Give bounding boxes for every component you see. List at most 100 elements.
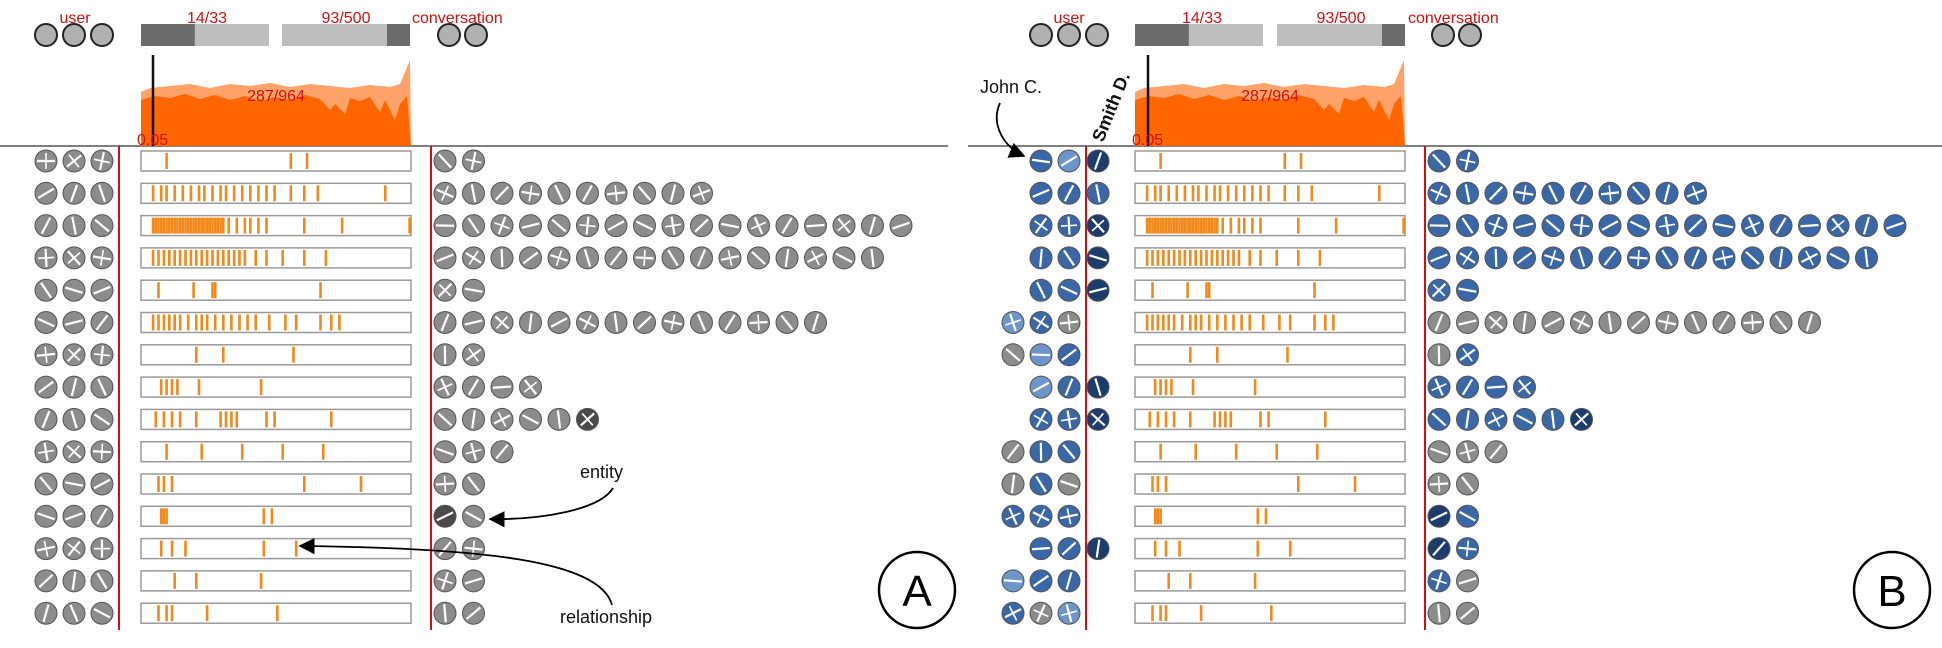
- user-node[interactable]: [35, 182, 57, 204]
- entity-node[interactable]: [1514, 408, 1536, 430]
- timeline-bar[interactable]: [1135, 506, 1405, 526]
- user-node[interactable]: [91, 538, 113, 560]
- entity-node[interactable]: [1457, 441, 1479, 463]
- entity-node[interactable]: [1485, 312, 1507, 334]
- user-node[interactable]: [1058, 215, 1080, 237]
- user-node[interactable]: [1030, 247, 1052, 269]
- entity-node[interactable]: [1514, 376, 1536, 398]
- relationship-row[interactable]: [1030, 538, 1479, 560]
- entity-node[interactable]: [1799, 215, 1821, 237]
- relationship-row[interactable]: [1030, 182, 1707, 204]
- entity-node[interactable]: [605, 215, 627, 237]
- user-node[interactable]: [1058, 570, 1080, 592]
- entity-node[interactable]: [434, 376, 456, 398]
- relationship-row[interactable]: [35, 441, 513, 463]
- entity-node[interactable]: [1457, 570, 1479, 592]
- entity-node[interactable]: [1457, 344, 1479, 366]
- user-node[interactable]: [1087, 215, 1109, 237]
- timeline-bar[interactable]: [141, 409, 411, 429]
- relationship-row[interactable]: [35, 344, 485, 366]
- user-node[interactable]: [91, 408, 113, 430]
- entity-node[interactable]: [1428, 150, 1450, 172]
- entity-node[interactable]: [1542, 215, 1564, 237]
- user-node[interactable]: [63, 441, 85, 463]
- entity-node[interactable]: [662, 215, 684, 237]
- entity-node[interactable]: [463, 182, 485, 204]
- entity-node[interactable]: [1628, 312, 1650, 334]
- entity-node[interactable]: [1571, 215, 1593, 237]
- entity-node[interactable]: [1856, 215, 1878, 237]
- entity-node[interactable]: [1884, 215, 1906, 237]
- entity-node[interactable]: [691, 182, 713, 204]
- entity-node[interactable]: [1770, 247, 1792, 269]
- entity-node[interactable]: [862, 215, 884, 237]
- user-node[interactable]: [35, 247, 57, 269]
- relationship-row[interactable]: [35, 376, 542, 398]
- entity-node[interactable]: [434, 538, 456, 560]
- timeline-bar[interactable]: [1135, 442, 1405, 462]
- entity-node[interactable]: [1571, 312, 1593, 334]
- user-node[interactable]: [63, 215, 85, 237]
- user-node[interactable]: [1058, 247, 1080, 269]
- entity-node[interactable]: [1428, 570, 1450, 592]
- entity-node[interactable]: [662, 312, 684, 334]
- entity-node[interactable]: [491, 247, 513, 269]
- entity-node[interactable]: [548, 408, 570, 430]
- user-node[interactable]: [63, 473, 85, 495]
- relationship-row[interactable]: [1030, 150, 1479, 172]
- entity-node[interactable]: [1685, 247, 1707, 269]
- entity-node[interactable]: [520, 408, 542, 430]
- entity-node[interactable]: [1457, 247, 1479, 269]
- entity-node[interactable]: [1713, 247, 1735, 269]
- entity-node[interactable]: [1457, 279, 1479, 301]
- entity-node[interactable]: [577, 215, 599, 237]
- user-node[interactable]: [1087, 247, 1109, 269]
- entity-node[interactable]: [1485, 215, 1507, 237]
- entity-node[interactable]: [1428, 376, 1450, 398]
- entity-node[interactable]: [833, 247, 855, 269]
- timeline-bar[interactable]: [1135, 377, 1405, 397]
- conversation-header-node[interactable]: [1432, 24, 1454, 46]
- conversation-header-node[interactable]: [465, 24, 487, 46]
- entity-node[interactable]: [520, 312, 542, 334]
- user-node[interactable]: [63, 408, 85, 430]
- relationship-row[interactable]: [35, 473, 485, 495]
- entity-node[interactable]: [1514, 182, 1536, 204]
- entity-node[interactable]: [1428, 441, 1450, 463]
- user-node[interactable]: [1058, 505, 1080, 527]
- user-node[interactable]: [91, 279, 113, 301]
- user-node[interactable]: [91, 247, 113, 269]
- entity-node[interactable]: [434, 441, 456, 463]
- entity-node[interactable]: [463, 408, 485, 430]
- entity-node[interactable]: [463, 344, 485, 366]
- timeline-bar[interactable]: [1135, 248, 1405, 268]
- entity-node[interactable]: [463, 602, 485, 624]
- entity-node[interactable]: [605, 247, 627, 269]
- entity-node[interactable]: [1457, 538, 1479, 560]
- entity-node[interactable]: [463, 570, 485, 592]
- entity-node[interactable]: [691, 312, 713, 334]
- entity-node[interactable]: [1542, 247, 1564, 269]
- entity-node[interactable]: [463, 376, 485, 398]
- user-node[interactable]: [63, 344, 85, 366]
- user-node[interactable]: [1002, 312, 1024, 334]
- user-node[interactable]: [1058, 441, 1080, 463]
- entity-node[interactable]: [491, 312, 513, 334]
- entity-node[interactable]: [434, 215, 456, 237]
- entity-node[interactable]: [491, 376, 513, 398]
- user-node[interactable]: [1058, 376, 1080, 398]
- entity-node[interactable]: [1485, 441, 1507, 463]
- entity-node[interactable]: [491, 215, 513, 237]
- user-node[interactable]: [1030, 538, 1052, 560]
- entity-node[interactable]: [634, 247, 656, 269]
- user-node[interactable]: [35, 602, 57, 624]
- user-node[interactable]: [63, 602, 85, 624]
- entity-node[interactable]: [463, 312, 485, 334]
- entity-node[interactable]: [463, 505, 485, 527]
- user-node[interactable]: [1087, 150, 1109, 172]
- entity-node[interactable]: [1457, 408, 1479, 430]
- entity-node[interactable]: [719, 215, 741, 237]
- entity-node[interactable]: [662, 247, 684, 269]
- timeline-bar[interactable]: [1135, 151, 1405, 171]
- relationship-row[interactable]: [1030, 376, 1536, 398]
